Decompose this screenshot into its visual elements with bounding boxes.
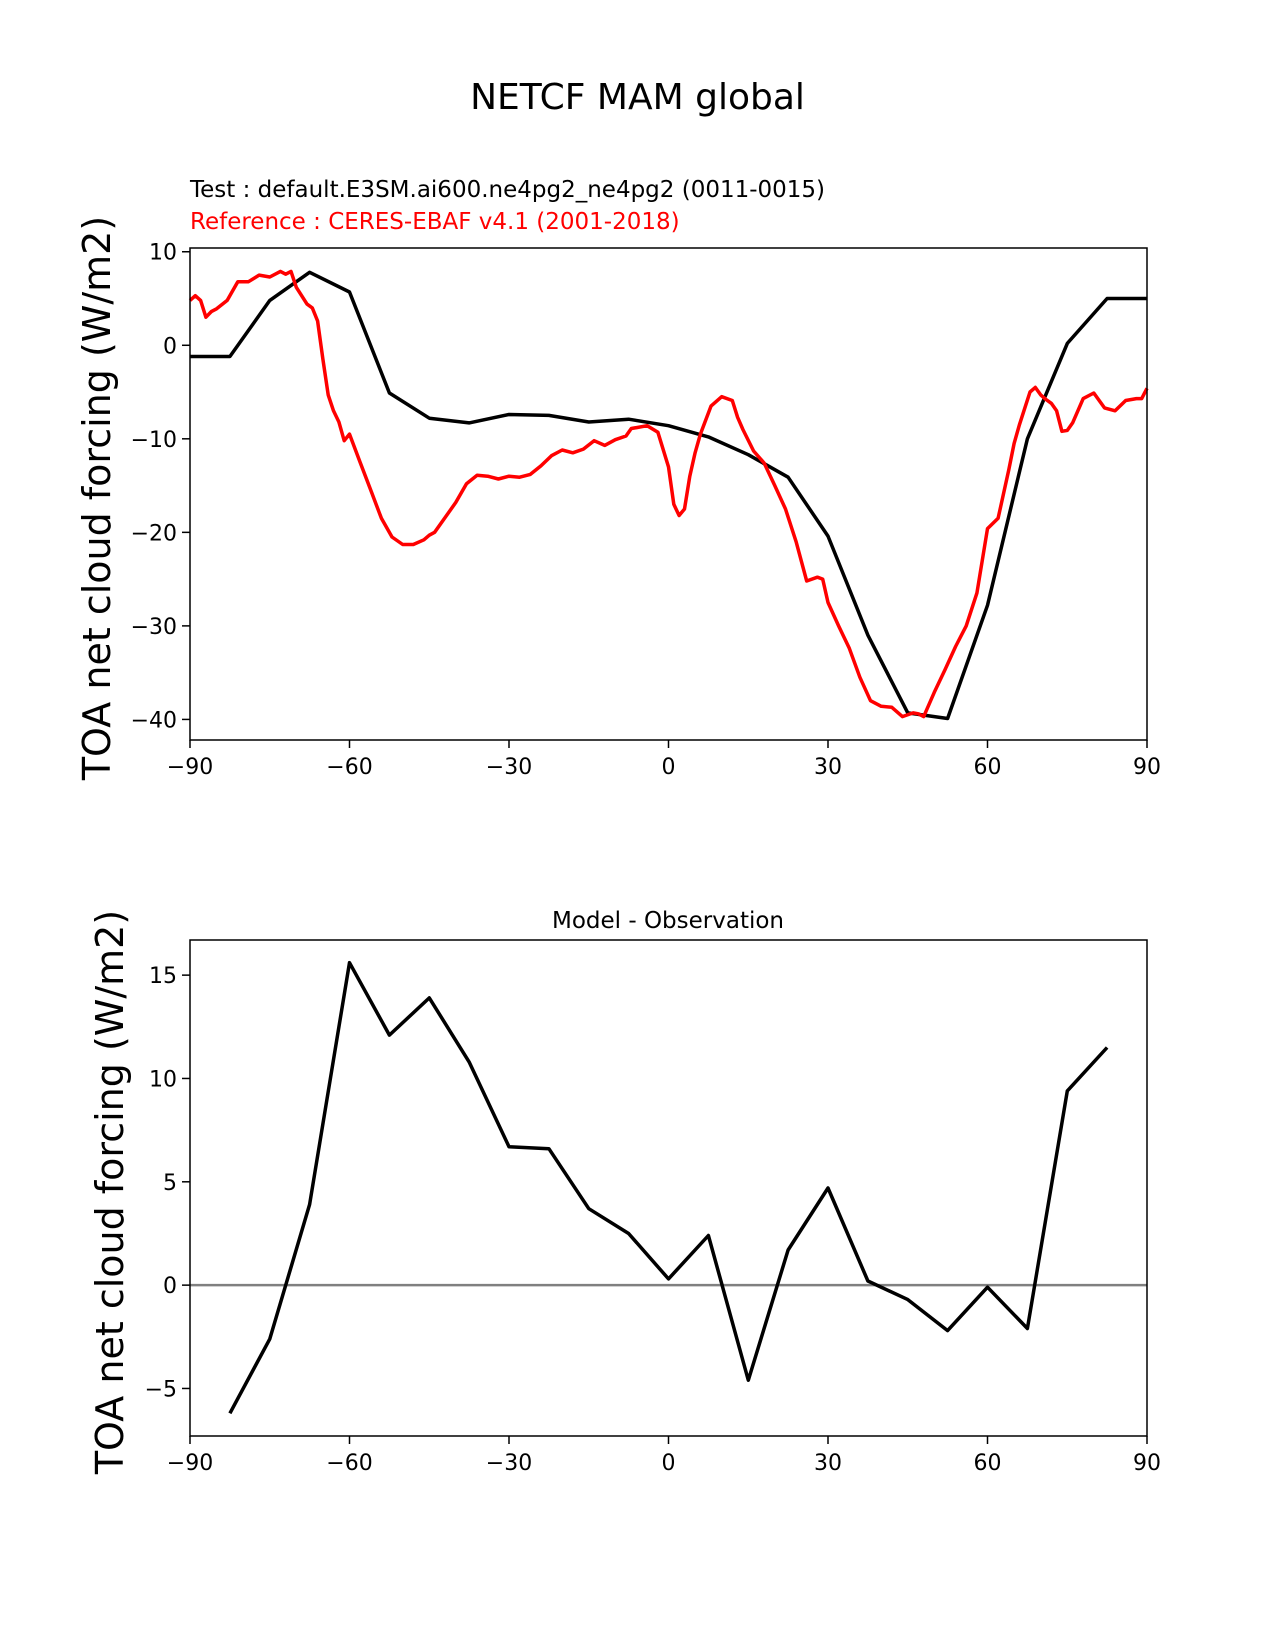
bottom-plot-frame (189, 939, 1148, 1437)
top-y-tick-label: −40 (131, 708, 177, 733)
bottom-x-tick-label: 0 (662, 1451, 676, 1476)
bottom-y-tick-label: 5 (163, 1171, 177, 1196)
bottom-x-ticks: −90 −60 −30 0 30 60 90 (167, 1436, 1161, 1476)
top-x-tick-label: 60 (974, 755, 1002, 780)
bottom-panel: Model - Observation TOA net cloud forcin… (88, 908, 1161, 1476)
top-y-tick-label: −30 (131, 615, 177, 640)
top-plot-frame (189, 247, 1148, 741)
bottom-x-tick-label: 60 (974, 1451, 1002, 1476)
reference-label: Reference : CERES-EBAF v4.1 (2001-2018) (190, 209, 680, 235)
bottom-y-tick-label: 10 (149, 1067, 177, 1092)
top-series-test (190, 270, 1147, 721)
bottom-x-tick-label: −90 (167, 1451, 213, 1476)
top-y-axis-label: TOA net cloud forcing (W/m2) (75, 216, 119, 781)
bottom-series-group (190, 960, 1147, 1415)
top-y-tick-label: −20 (131, 521, 177, 546)
bottom-x-tick-label: −60 (326, 1451, 372, 1476)
bottom-y-tick-label: −5 (145, 1377, 177, 1402)
bottom-y-axis-label: TOA net cloud forcing (W/m2) (88, 910, 132, 1475)
top-x-ticks: −90 −60 −30 0 30 60 90 (167, 740, 1161, 780)
bottom-y-tick-label: 0 (163, 1274, 177, 1299)
top-x-tick-label: −30 (486, 755, 532, 780)
top-y-tick-label: 0 (163, 334, 177, 359)
top-series-group (188, 269, 1149, 721)
top-y-tick-label: 10 (149, 241, 177, 266)
top-series-reference (188, 269, 1149, 719)
bottom-y-ticks: −5 0 5 10 15 (145, 964, 190, 1402)
test-label: Test : default.E3SM.ai600.ne4pg2_ne4pg2 … (189, 177, 825, 203)
top-x-tick-label: 30 (814, 755, 842, 780)
top-panel: Test : default.E3SM.ai600.ne4pg2_ne4pg2 … (75, 177, 1161, 781)
top-x-tick-label: 0 (662, 755, 676, 780)
figure-title: NETCF MAM global (470, 77, 805, 118)
bottom-y-tick-label: 15 (149, 964, 177, 989)
bottom-title: Model - Observation (552, 908, 784, 934)
top-y-tick-label: −10 (131, 428, 177, 453)
bottom-series-model-observation (228, 960, 1109, 1415)
top-x-tick-label: −90 (167, 755, 213, 780)
top-y-ticks: −40 −30 −20 −10 0 10 (131, 241, 190, 733)
top-x-tick-label: 90 (1133, 755, 1161, 780)
bottom-x-tick-label: −30 (486, 1451, 532, 1476)
bottom-x-tick-label: 30 (814, 1451, 842, 1476)
top-x-tick-label: −60 (326, 755, 372, 780)
bottom-x-tick-label: 90 (1133, 1451, 1161, 1476)
